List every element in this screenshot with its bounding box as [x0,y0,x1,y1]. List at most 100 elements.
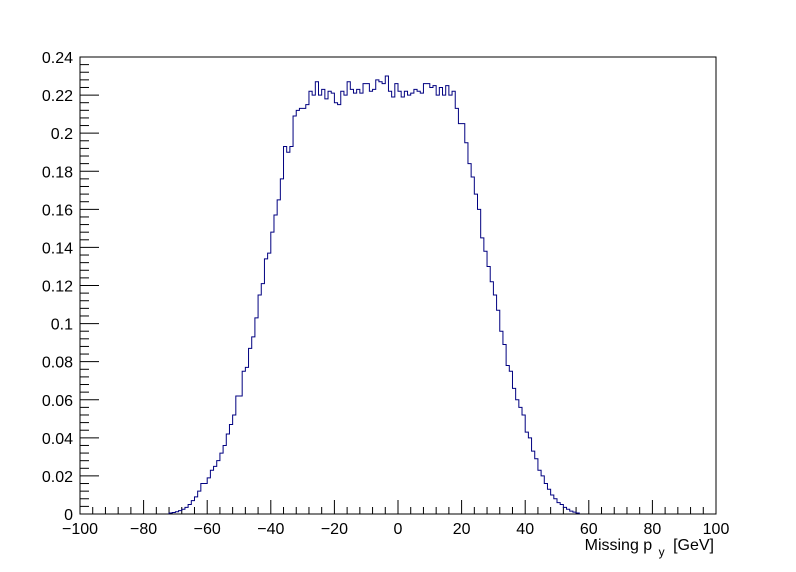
histogram-bin [395,84,398,514]
histogram-bin [570,511,573,514]
histogram-bin [284,146,287,514]
histogram-bin [512,388,515,514]
x-tick-label: −60 [194,521,221,538]
y-tick-label: 0.12 [42,279,73,296]
histogram-bin [207,478,210,514]
histogram-bin [500,331,503,514]
histogram-bin [471,177,474,514]
histogram-bin [462,124,465,514]
histogram-bin [474,194,477,514]
histogram-bin [503,345,506,514]
histogram-bin [388,91,391,514]
histogram-bin [182,509,185,514]
x-tick-label: −40 [257,521,284,538]
histogram-bin [423,84,426,514]
histogram-bin [404,91,407,514]
x-tick-label: 20 [453,521,471,538]
histogram-bin [191,501,194,514]
histogram-bin [487,266,490,514]
x-tick-label: −80 [130,521,157,538]
histogram-bin [325,99,328,514]
x-tick-label: 100 [703,521,730,538]
histogram-bin [172,512,175,514]
histogram-bin [417,91,420,514]
histogram-bin [427,84,430,514]
histogram-bin [376,80,379,514]
histogram-bin [465,143,468,514]
histogram-bin [277,200,280,514]
histogram-bin [366,84,369,514]
histogram-bin [544,484,547,514]
histogram-bin [439,87,442,514]
histogram-bin [357,89,360,514]
histogram-bin [567,509,570,514]
histogram-bin [446,86,449,514]
histogram-bin [516,400,519,514]
histogram-bin [430,87,433,514]
histogram-bin [433,86,436,514]
x-axis-title: Missing p y [GeV] [585,537,714,560]
histogram-bin [554,499,557,514]
x-axis-title-unit: [GeV] [673,537,714,554]
histogram-bin [493,295,496,514]
histogram-bin [360,93,363,514]
histogram-bin [392,97,395,514]
y-tick-label: 0.16 [42,202,73,219]
x-tick-label: −20 [321,521,348,538]
y-tick-label: 0.1 [51,317,73,334]
histogram-bin [398,91,401,514]
histogram-bin [274,215,277,514]
histogram-bin [280,179,283,514]
y-tick-label: 0.04 [42,431,73,448]
y-tick-label: 0.14 [42,240,73,257]
histogram-bin [490,282,493,514]
histogram-bin [185,507,188,514]
histogram-bin [411,93,414,514]
histogram-bin [420,93,423,514]
histogram-bin [255,318,258,514]
histogram-bin [528,438,531,514]
histogram-bin [179,511,182,514]
histogram-bin [436,95,439,514]
histogram-bin [319,95,322,514]
x-tick-label: 80 [644,521,662,538]
histogram-bin [303,108,306,514]
histogram-bin [264,259,267,514]
histogram-bin [169,513,172,514]
y-tick-label: 0.18 [42,164,73,181]
histogram-bin [229,425,232,514]
histogram-bin [547,489,550,514]
histogram-bin [573,512,576,514]
histogram-bin [245,367,248,514]
histogram-bin [481,238,484,514]
histogram-bin [268,253,271,514]
histogram-bin [252,337,255,514]
histogram-bin [363,84,366,514]
histogram-bin [214,466,217,514]
histogram-bin [538,470,541,514]
histogram-bin [306,105,309,514]
x-tick-label: 60 [580,521,598,538]
histogram-bin [312,95,315,514]
histogram-bin [414,89,417,514]
histogram-bin [506,365,509,514]
histogram-bin [350,89,353,514]
histogram-bin [373,89,376,514]
histogram-bin [223,445,226,514]
histogram-bin [210,470,213,514]
histogram-bin [382,84,385,514]
histogram-bin [369,91,372,514]
histogram-bin [175,512,178,514]
histogram-bin [449,95,452,514]
histogram-bin [217,461,220,514]
histogram-bin [258,295,261,514]
histogram-bin [315,82,318,514]
histogram-bin [560,504,563,514]
histogram-bin [344,95,347,514]
histogram-bin [233,415,236,514]
histogram-bin [249,348,252,514]
histogram-bin [334,103,337,514]
histogram-bin [519,407,522,514]
histogram-bin [522,415,525,514]
y-tick-label: 0 [64,507,73,524]
